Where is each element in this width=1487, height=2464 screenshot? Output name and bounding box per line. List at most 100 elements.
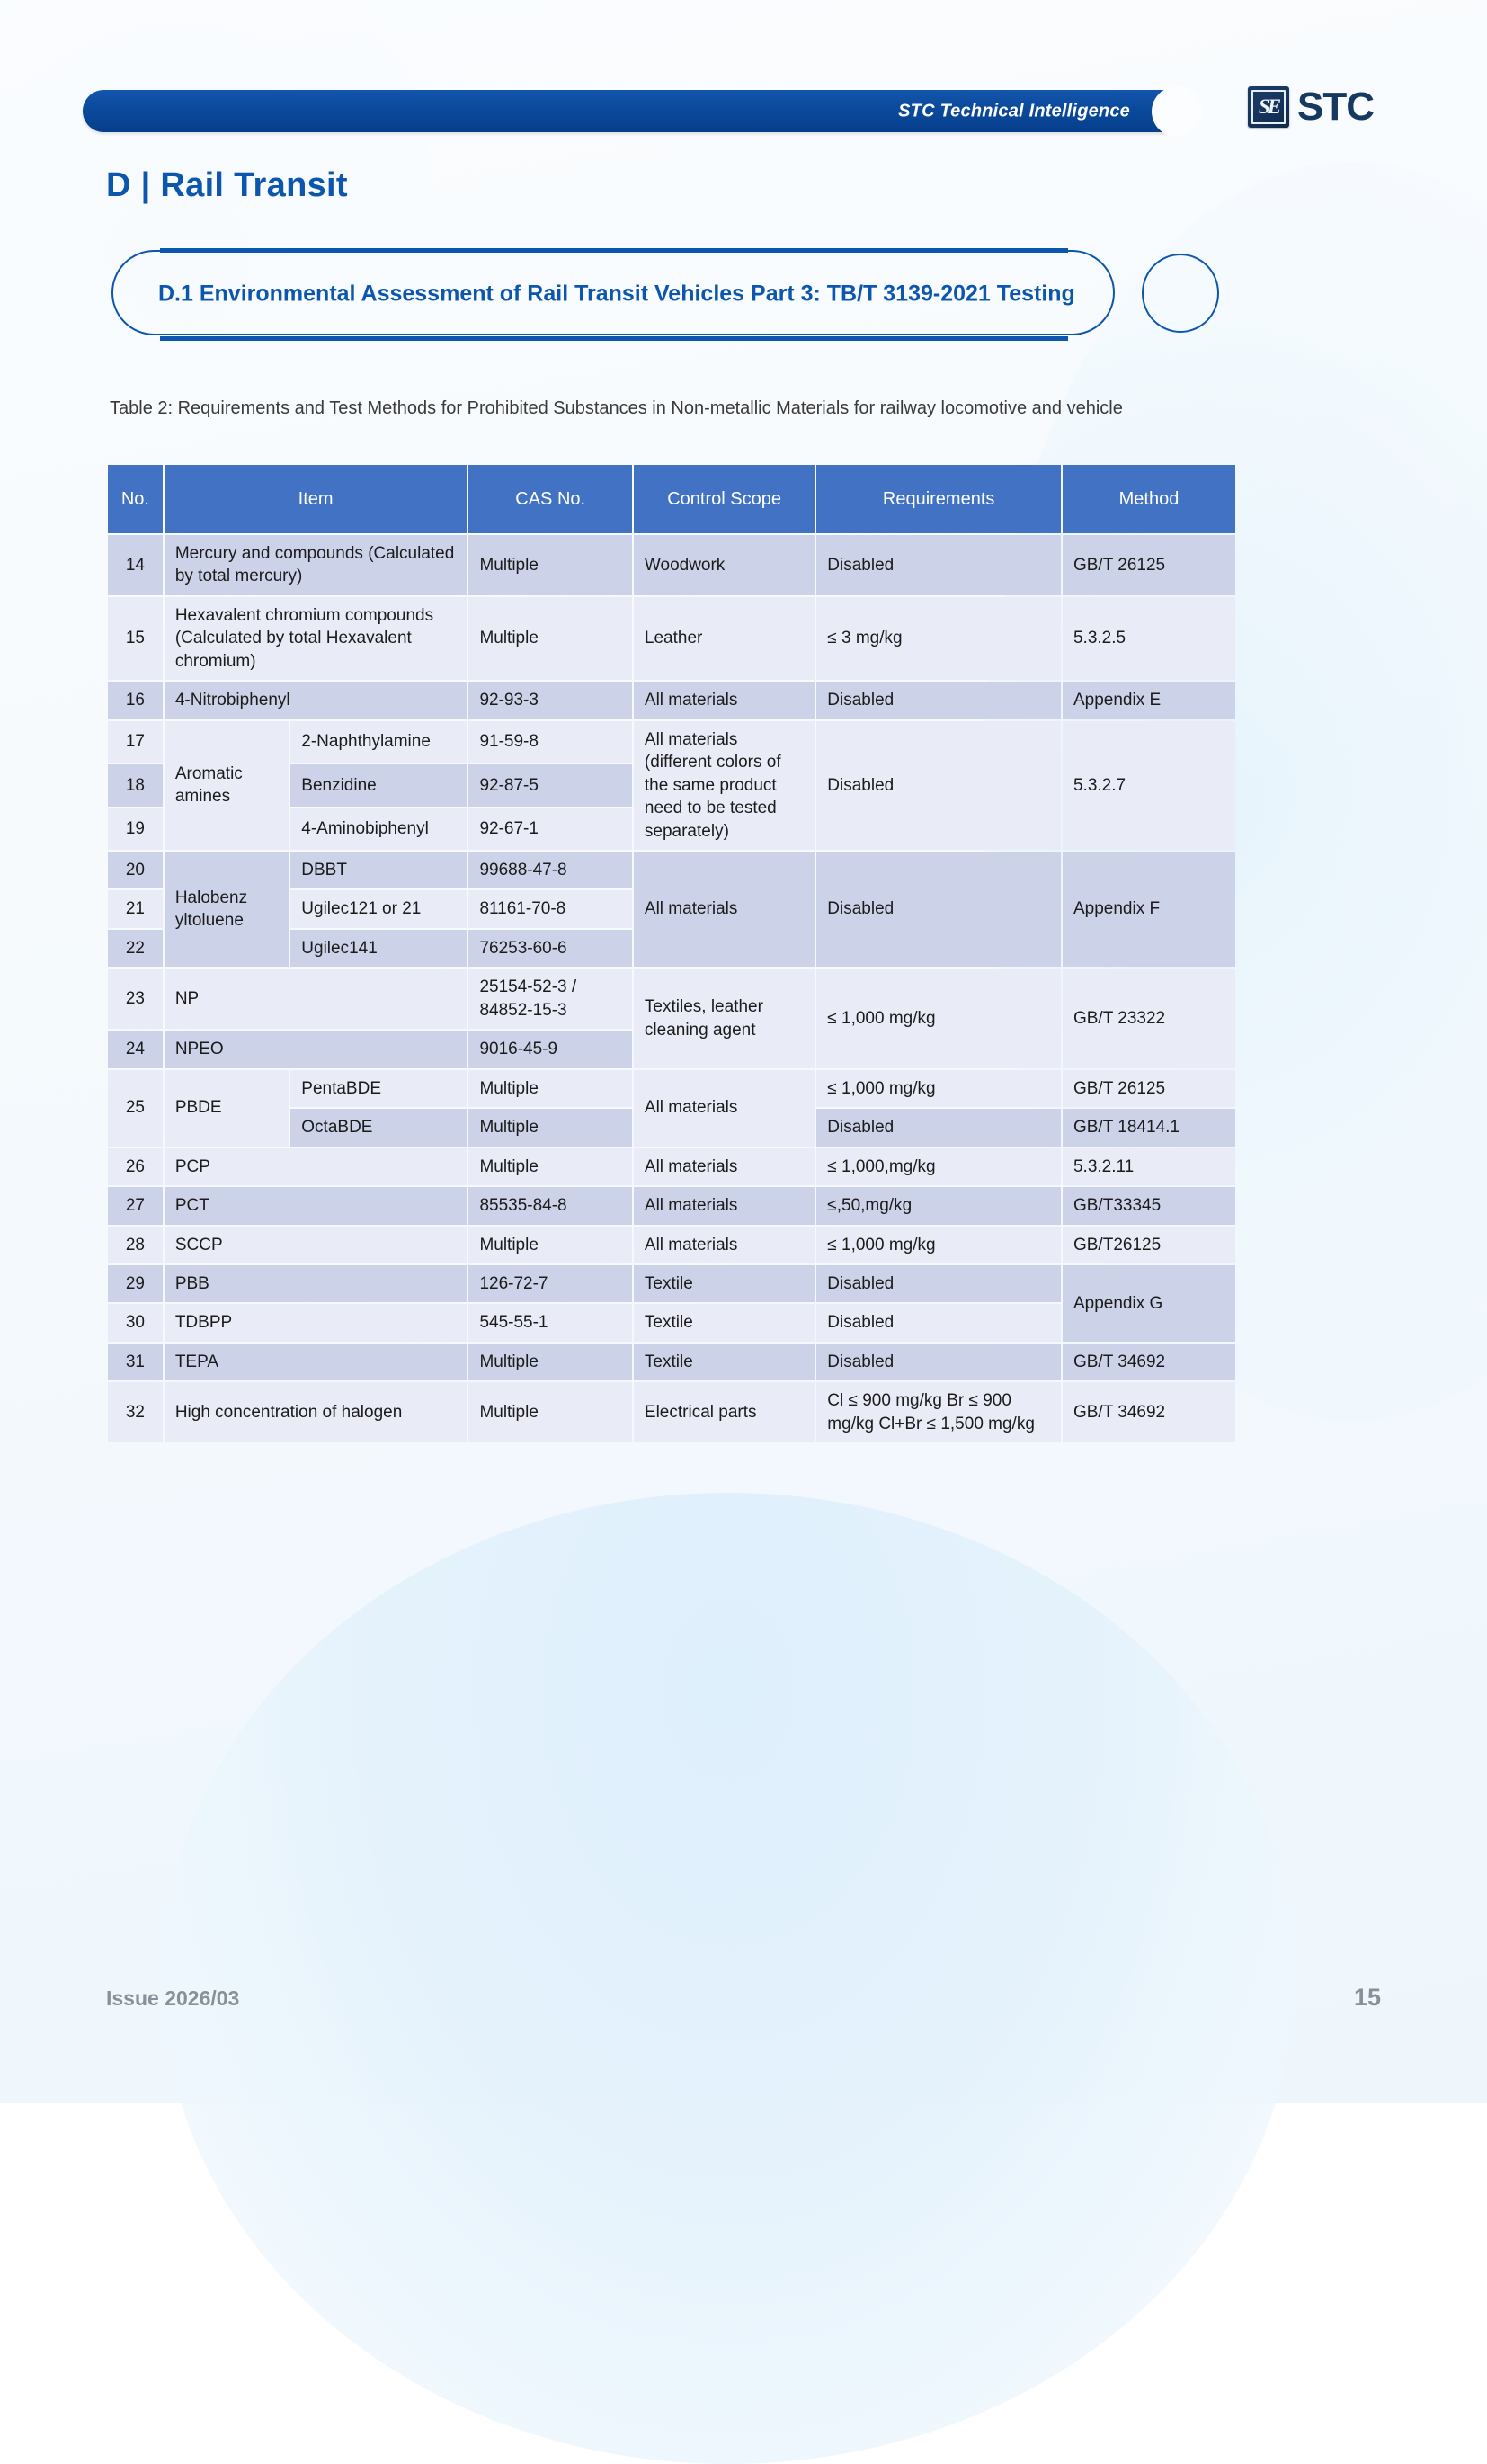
cell-requirements: Disabled xyxy=(816,1109,1061,1147)
cell-method: GB/T 34692 xyxy=(1062,1343,1235,1381)
cell-cas: Multiple xyxy=(468,1343,632,1381)
table-row: 29 PBB 126-72-7 Textile Disabled Appendi… xyxy=(108,1264,1235,1342)
col-header-item: Item xyxy=(164,465,467,533)
cell-item: 4-Aminobiphenyl xyxy=(290,808,467,850)
stc-logo: SE STC xyxy=(1248,86,1375,128)
cell-scope: All materials xyxy=(633,682,815,719)
cell-requirements: Disabled xyxy=(816,1343,1061,1381)
subtitle-text: D.1 Environmental Assessment of Rail Tra… xyxy=(158,281,1075,307)
cell-no: 21 xyxy=(108,890,163,928)
cell-no: 29 xyxy=(108,1264,163,1303)
table-row: 32 High concentration of halogen Multipl… xyxy=(108,1382,1235,1443)
footer-issue: Issue 2026/03 xyxy=(106,1986,240,2010)
cell-no: 24 xyxy=(108,1031,163,1068)
cell-item: PBB xyxy=(164,1264,467,1303)
cell-scope: All materials xyxy=(633,1187,815,1225)
cell-no: 15 xyxy=(108,596,163,681)
cell-item: PCP xyxy=(164,1147,467,1186)
footer-page-number: 15 xyxy=(1353,1984,1381,2011)
cell-cas: 76253-60-6 xyxy=(468,929,632,968)
cell-item: Ugilec141 xyxy=(290,929,467,968)
cell-no: 28 xyxy=(108,1226,163,1263)
cell-requirements: ≤ 3 mg/kg xyxy=(816,596,1061,681)
cell-cas: 81161-70-8 xyxy=(468,890,632,928)
cell-no: 26 xyxy=(108,1147,163,1186)
cell-requirements: Disabled xyxy=(816,851,1061,968)
prohibited-substances-table-wrapper: No. Item CAS No. Control Scope Requireme… xyxy=(106,463,1237,1444)
table-row: 20 Halobenz yltoluene DBBT 99688-47-8 Al… xyxy=(108,851,1235,968)
stc-logo-mark-glyph: SE xyxy=(1258,95,1281,118)
cell-requirements: ≤ 1,000 mg/kg xyxy=(816,1226,1061,1263)
table-row: 27 PCT 85535-84-8 All materials ≤,50,mg/… xyxy=(108,1187,1235,1225)
cell-requirements: Disabled xyxy=(816,682,1061,719)
stc-logo-mark-icon: SE xyxy=(1248,86,1289,128)
cell-item: SCCP xyxy=(164,1226,467,1263)
cell-no: 16 xyxy=(108,682,163,719)
table-row: 19 4-Aminobiphenyl 92-67-1 xyxy=(108,808,1235,850)
cell-no: 31 xyxy=(108,1343,163,1381)
cell-requirements: ≤ 1,000 mg/kg xyxy=(816,969,1061,1068)
cell-item: TEPA xyxy=(164,1343,467,1381)
cell-method: 5.3.2.5 xyxy=(1062,596,1235,681)
cell-item: NP xyxy=(164,969,467,1030)
col-header-control-scope: Control Scope xyxy=(633,465,815,533)
cell-scope: Textile xyxy=(633,1264,815,1303)
cell-method: GB/T 18414.1 xyxy=(1062,1109,1235,1147)
cell-cas: 92-87-5 xyxy=(468,764,632,807)
table-row: 17 Aromatic amines 2-Naphthylamine 91-59… xyxy=(108,720,1235,850)
cell-cas: 92-93-3 xyxy=(468,682,632,719)
table-row: 30 TDBPP 545-55-1 Textile Disabled xyxy=(108,1304,1235,1342)
table-row: 26 PCP Multiple All materials ≤ 1,000,mg… xyxy=(108,1147,1235,1186)
col-header-method: Method xyxy=(1062,465,1235,533)
cell-cas: 92-67-1 xyxy=(468,808,632,850)
cell-requirements: Disabled xyxy=(816,1264,1061,1303)
cell-method: GB/T 23322 xyxy=(1062,969,1235,1068)
cell-no: 20 xyxy=(108,851,163,889)
cell-cas: Multiple xyxy=(468,1109,632,1147)
cell-item-group: PBDE xyxy=(164,1069,289,1147)
cell-scope: Woodwork xyxy=(633,535,815,595)
table-row: 28 SCCP Multiple All materials ≤ 1,000 m… xyxy=(108,1226,1235,1263)
cell-item: PCT xyxy=(164,1187,467,1225)
col-header-cas: CAS No. xyxy=(468,465,632,533)
subtitle-rule-top xyxy=(160,248,1068,253)
cell-cas: Multiple xyxy=(468,1147,632,1186)
cell-no: 23 xyxy=(108,969,163,1030)
cell-scope: Textile xyxy=(633,1304,815,1342)
cell-requirements: Disabled xyxy=(816,1304,1061,1342)
table-row: 23 NP 25154-52-3 / 84852-15-3 Textiles, … xyxy=(108,969,1235,1068)
cell-method: GB/T 26125 xyxy=(1062,535,1235,595)
cell-scope: All materials xyxy=(633,1069,815,1147)
cell-requirements: ≤ 1,000 mg/kg xyxy=(816,1069,1061,1108)
decorative-blob-bottom xyxy=(162,1493,1295,2464)
table-head: No. Item CAS No. Control Scope Requireme… xyxy=(108,465,1235,533)
col-header-requirements: Requirements xyxy=(816,465,1061,533)
subtitle-capsule: D.1 Environmental Assessment of Rail Tra… xyxy=(111,248,1219,341)
table-caption: Table 2: Requirements and Test Methods f… xyxy=(110,398,1123,418)
table-row: 31 TEPA Multiple Textile Disabled GB/T 3… xyxy=(108,1343,1235,1381)
cell-no: 17 xyxy=(108,720,163,763)
cell-cas: 91-59-8 xyxy=(468,720,632,763)
cell-no: 27 xyxy=(108,1187,163,1225)
table-row: 18 Benzidine 92-87-5 xyxy=(108,764,1235,807)
page-title: D | Rail Transit xyxy=(106,166,348,204)
page-header: STC Technical Intelligence SE STC xyxy=(0,0,1487,157)
cell-requirements: Disabled xyxy=(816,720,1061,850)
cell-method: GB/T 34692 xyxy=(1062,1382,1235,1443)
cell-item: NPEO xyxy=(164,1031,467,1068)
cell-scope: All materials (different colors of the s… xyxy=(633,720,815,850)
cell-method: GB/T26125 xyxy=(1062,1226,1235,1263)
cell-item: PentaBDE xyxy=(290,1069,467,1108)
cell-requirements: ≤,50,mg/kg xyxy=(816,1187,1061,1225)
header-banner-label: STC Technical Intelligence xyxy=(898,101,1130,121)
cell-cas: Multiple xyxy=(468,535,632,595)
cell-cas: 25154-52-3 / 84852-15-3 xyxy=(468,969,632,1030)
col-header-no: No. xyxy=(108,465,163,533)
watermark-text: STC Technical Intelligence xyxy=(1483,1133,1487,1995)
cell-no: 18 xyxy=(108,764,163,807)
cell-item: DBBT xyxy=(290,851,467,889)
table-row: 22 Ugilec141 76253-60-6 xyxy=(108,929,1235,968)
cell-cas: Multiple xyxy=(468,1226,632,1263)
cell-no: 19 xyxy=(108,808,163,850)
cell-method: GB/T33345 xyxy=(1062,1187,1235,1225)
